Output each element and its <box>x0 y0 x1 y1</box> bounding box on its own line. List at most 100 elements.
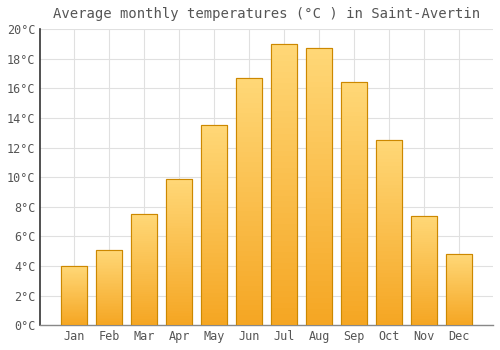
Bar <box>201 249 228 253</box>
Bar <box>236 231 262 236</box>
Bar <box>96 251 122 253</box>
Bar <box>306 126 332 131</box>
Bar <box>376 299 402 303</box>
Bar <box>96 250 122 325</box>
Bar <box>61 323 87 324</box>
Bar <box>306 259 332 264</box>
Bar <box>131 247 157 250</box>
Bar <box>306 237 332 242</box>
Bar <box>61 280 87 281</box>
Bar <box>61 271 87 272</box>
Bar <box>236 271 262 276</box>
Bar <box>306 292 332 298</box>
Bar <box>131 301 157 303</box>
Bar <box>376 214 402 218</box>
Bar <box>61 268 87 270</box>
Bar <box>166 296 192 299</box>
Bar <box>306 220 332 225</box>
Bar <box>271 55 297 61</box>
Bar <box>376 240 402 244</box>
Bar <box>166 193 192 196</box>
Bar <box>61 285 87 286</box>
Bar <box>236 107 262 113</box>
Bar <box>271 252 297 258</box>
Bar <box>271 89 297 95</box>
Bar <box>131 259 157 261</box>
Bar <box>166 182 192 184</box>
Bar <box>306 142 332 148</box>
Bar <box>271 44 297 49</box>
Bar <box>376 188 402 192</box>
Bar <box>341 252 367 257</box>
Bar <box>411 316 438 319</box>
Bar <box>61 298 87 299</box>
Bar <box>341 209 367 214</box>
Bar <box>61 315 87 316</box>
Bar <box>96 253 122 254</box>
Bar <box>341 276 367 281</box>
Bar <box>236 281 262 286</box>
Bar <box>236 300 262 306</box>
Bar <box>201 157 228 161</box>
Bar <box>446 293 472 294</box>
Bar <box>236 98 262 103</box>
Bar <box>271 44 297 325</box>
Bar <box>236 202 262 206</box>
Bar <box>411 246 438 248</box>
Bar <box>61 288 87 290</box>
Bar <box>341 180 367 184</box>
Bar <box>271 179 297 184</box>
Bar <box>61 284 87 285</box>
Bar <box>376 288 402 292</box>
Bar <box>341 112 367 116</box>
Bar <box>376 314 402 318</box>
Bar <box>411 303 438 306</box>
Bar <box>341 116 367 121</box>
Bar <box>446 291 472 293</box>
Bar <box>61 275 87 276</box>
Bar <box>376 229 402 233</box>
Bar <box>96 260 122 262</box>
Bar <box>341 160 367 165</box>
Bar <box>446 308 472 309</box>
Bar <box>201 133 228 137</box>
Bar <box>61 303 87 304</box>
Bar <box>376 322 402 325</box>
Bar <box>131 263 157 265</box>
Bar <box>306 225 332 231</box>
Bar <box>411 253 438 255</box>
Bar <box>376 159 402 162</box>
Bar <box>61 290 87 291</box>
Bar <box>201 289 228 293</box>
Bar <box>61 312 87 313</box>
Bar <box>376 177 402 181</box>
Bar <box>306 137 332 142</box>
Bar <box>96 286 122 287</box>
Bar <box>96 324 122 325</box>
Bar <box>446 318 472 320</box>
Bar <box>341 82 367 325</box>
Bar <box>271 269 297 274</box>
Bar <box>341 243 367 247</box>
Bar <box>411 226 438 229</box>
Bar <box>376 173 402 177</box>
Bar <box>341 218 367 223</box>
Bar <box>131 318 157 321</box>
Bar <box>166 322 192 325</box>
Bar <box>306 115 332 120</box>
Bar <box>131 245 157 247</box>
Bar <box>201 145 228 149</box>
Bar <box>236 246 262 251</box>
Bar <box>131 225 157 228</box>
Bar <box>96 294 122 295</box>
Bar <box>131 312 157 314</box>
Bar <box>341 223 367 228</box>
Bar <box>131 254 157 256</box>
Bar <box>376 218 402 222</box>
Bar <box>201 177 228 181</box>
Bar <box>166 319 192 322</box>
Bar <box>166 178 192 325</box>
Bar <box>166 240 192 243</box>
Bar <box>271 297 297 303</box>
Bar <box>236 157 262 162</box>
